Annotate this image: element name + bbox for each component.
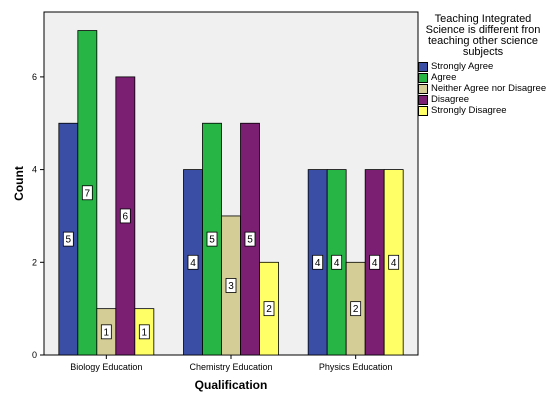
- data-label-box: [62, 231, 74, 247]
- x-ticks: Biology Education Chemistry Education Phys…: [70, 355, 392, 372]
- data-label: 6: [123, 211, 129, 222]
- data-label-box: [263, 301, 275, 317]
- data-label: 1: [104, 327, 110, 338]
- y-tick-label: 4: [32, 165, 37, 175]
- legend-swatch: [418, 72, 428, 83]
- legend-item: Agree: [418, 72, 548, 83]
- data-label-box: [225, 278, 237, 293]
- data-label-box: [331, 254, 343, 270]
- x-tick-label: Chemistry Education: [189, 362, 272, 372]
- data-label: 2: [266, 304, 272, 315]
- x-axis-label: Qualification: [195, 378, 268, 392]
- data-label: 5: [247, 235, 253, 246]
- x-tick-label: Biology Education: [70, 362, 142, 372]
- legend-label: Strongly Disagree: [431, 105, 507, 116]
- data-label-box: [138, 324, 150, 340]
- legend-swatch: [418, 61, 428, 72]
- data-label: 4: [190, 258, 196, 269]
- data-label-box: [100, 324, 112, 340]
- data-label: 2: [353, 304, 359, 315]
- data-label-box: [350, 301, 362, 317]
- data-label-box: [388, 254, 400, 270]
- legend-label: Agree: [431, 72, 457, 83]
- legend: Teaching Integrated Science is different…: [418, 14, 548, 116]
- x-tick-label: Physics Education: [319, 362, 393, 372]
- legend-item: Neither Agree nor Disagree: [418, 83, 548, 94]
- data-label-box: [119, 208, 131, 224]
- data-label-box: [369, 254, 381, 270]
- legend-item: Strongly Agree: [418, 61, 548, 72]
- data-label: 1: [142, 327, 148, 338]
- data-label: 4: [391, 258, 397, 269]
- y-tick-label: 2: [32, 257, 37, 267]
- legend-swatch: [418, 94, 428, 105]
- data-label: 4: [334, 258, 340, 269]
- legend-label: Neither Agree nor Disagree: [431, 83, 547, 94]
- y-tick-label: 6: [32, 72, 37, 82]
- legend-swatch: [418, 83, 428, 94]
- data-label: 4: [372, 258, 378, 269]
- data-label-box: [187, 254, 199, 270]
- legend-label: Strongly Agree: [431, 61, 494, 72]
- data-label: 5: [209, 235, 215, 246]
- data-label: 3: [228, 281, 234, 292]
- legend-item: Strongly Disagree: [418, 105, 548, 116]
- legend-title: Teaching Integrated Science is different…: [425, 13, 541, 58]
- data-label: 4: [315, 258, 321, 269]
- data-label-box: [312, 254, 324, 270]
- y-axis-label: Count: [12, 166, 26, 201]
- data-label: 7: [85, 188, 91, 199]
- legend-items: Strongly Agree Agree Neither Agree nor Dis…: [418, 61, 548, 116]
- legend-label: Disagree: [431, 94, 470, 105]
- bars: 5 7 1 6 1 4 5 3 5 2 4 4 2 4 4: [58, 30, 404, 356]
- data-label: 5: [66, 235, 72, 246]
- y-tick-label: 0: [32, 350, 37, 360]
- data-label-box: [206, 231, 218, 247]
- y-ticks: 0 2 4 6: [32, 72, 44, 360]
- data-label-box: [81, 185, 93, 201]
- legend-item: Disagree: [418, 94, 548, 105]
- data-label-box: [244, 231, 256, 247]
- legend-swatch: [418, 105, 428, 116]
